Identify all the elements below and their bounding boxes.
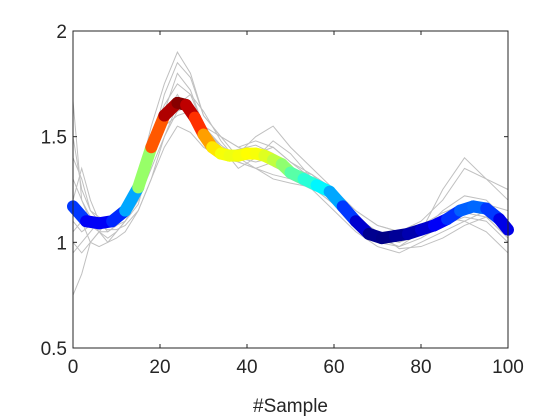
- x-axis-label: #Sample: [253, 396, 328, 417]
- x-tick-label: 20: [149, 357, 170, 378]
- y-tick-label: 2: [56, 22, 67, 43]
- background-series-line-8: [72, 104, 509, 250]
- x-tick-label: 80: [410, 357, 431, 378]
- y-tick-label: 1: [56, 233, 67, 254]
- main-series-segment: [132, 141, 158, 194]
- x-tick-label: 0: [68, 357, 79, 378]
- main-series-segment: [493, 213, 514, 236]
- plot-area-box: [72, 30, 509, 349]
- x-axis-ticks: 0 20 40 60 80 100: [68, 31, 524, 378]
- main-series-group: [67, 96, 514, 245]
- y-axis-ticks: 0.5 1 1.5 2: [41, 22, 508, 360]
- y-tick-label: 1.5: [41, 128, 67, 149]
- y-tick-label: 0.5: [41, 339, 67, 360]
- x-tick-label: 40: [236, 357, 257, 378]
- x-tick-label: 60: [323, 357, 344, 378]
- x-tick-label: 100: [492, 357, 524, 378]
